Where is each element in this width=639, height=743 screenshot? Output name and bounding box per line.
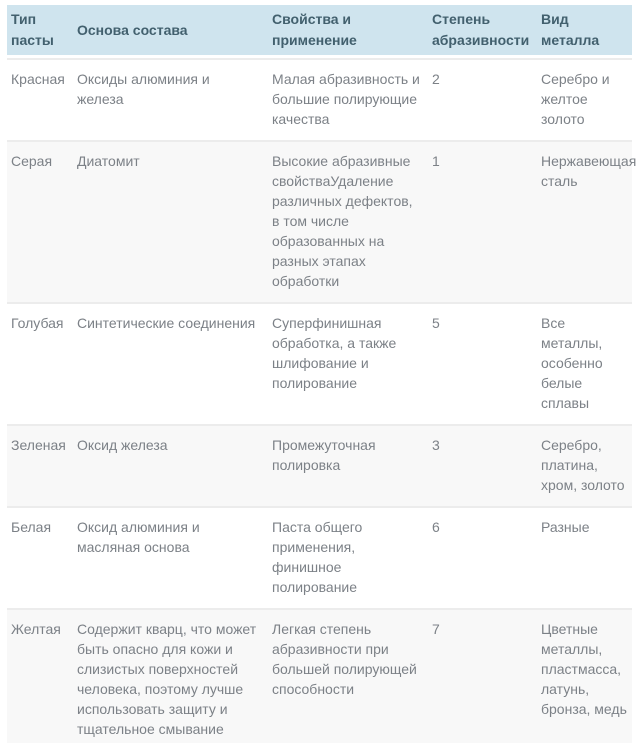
table-header: Тип пасты Основа состава Свойства и прим… bbox=[7, 5, 632, 58]
table-row: Серая Диатомит Высокие абразивные свойст… bbox=[7, 140, 636, 302]
cell-composition: Оксид алюминия и масляная основа bbox=[73, 506, 268, 608]
cell-properties: Промежуточная полировка bbox=[268, 424, 428, 506]
cell-properties: Паста общего применения, финишное полиро… bbox=[268, 506, 428, 608]
cell-paste-type: Зеленая bbox=[7, 424, 73, 506]
column-header-properties: Свойства и применение bbox=[268, 5, 428, 58]
cell-abrasiveness: 7 bbox=[428, 608, 537, 743]
cell-abrasiveness: 6 bbox=[428, 506, 537, 608]
cell-metal-type: Серебро, платина, хром, золото bbox=[537, 424, 632, 506]
cell-abrasiveness: 3 bbox=[428, 424, 537, 506]
cell-composition: Содержит кварц, что может быть опасно дл… bbox=[73, 608, 268, 743]
cell-abrasiveness: 2 bbox=[428, 58, 537, 140]
column-header-metal-type: Вид металла bbox=[537, 5, 632, 58]
cell-paste-type: Красная bbox=[7, 58, 73, 140]
polishing-pastes-table: Тип пасты Основа состава Свойства и прим… bbox=[7, 5, 636, 743]
cell-properties: Суперфинишная обработка, а также шлифова… bbox=[268, 302, 428, 424]
cell-paste-type: Желтая bbox=[7, 608, 73, 743]
table-row: Красная Оксиды алюминия и железа Малая а… bbox=[7, 58, 632, 140]
cell-paste-type: Серая bbox=[7, 140, 73, 302]
cell-metal-type: Цветные металлы, пластмасса, латунь, бро… bbox=[537, 608, 632, 743]
table-row: Голубая Синтетические соединения Суперфи… bbox=[7, 302, 632, 424]
cell-properties: Высокие абразивные свойстваУдаление разл… bbox=[268, 140, 428, 302]
cell-abrasiveness: 5 bbox=[428, 302, 537, 424]
table-body: Красная Оксиды алюминия и железа Малая а… bbox=[7, 58, 636, 743]
cell-composition: Оксид железа bbox=[73, 424, 268, 506]
table-header-row: Тип пасты Основа состава Свойства и прим… bbox=[7, 5, 632, 58]
cell-metal-type: Серебро и желтое золото bbox=[537, 58, 632, 140]
table-row: Зеленая Оксид железа Промежуточная полир… bbox=[7, 424, 632, 506]
cell-metal-type: Все металлы, особенно белые сплавы bbox=[537, 302, 632, 424]
column-header-abrasiveness: Степень абразивности bbox=[428, 5, 537, 58]
cell-paste-type: Голубая bbox=[7, 302, 73, 424]
cell-composition: Диатомит bbox=[73, 140, 268, 302]
cell-composition: Синтетические соединения bbox=[73, 302, 268, 424]
cell-metal-type: Разные bbox=[537, 506, 632, 608]
table-row: Желтая Содержит кварц, что может быть оп… bbox=[7, 608, 632, 743]
cell-properties: Малая абразивность и большие полирующие … bbox=[268, 58, 428, 140]
cell-metal-type: Нержавеющая сталь bbox=[537, 140, 636, 302]
cell-composition: Оксиды алюминия и железа bbox=[73, 58, 268, 140]
cell-properties: Легкая степень абразивности при большей … bbox=[268, 608, 428, 743]
table-row: Белая Оксид алюминия и масляная основа П… bbox=[7, 506, 632, 608]
column-header-paste-type: Тип пасты bbox=[7, 5, 73, 58]
cell-paste-type: Белая bbox=[7, 506, 73, 608]
column-header-composition: Основа состава bbox=[73, 5, 268, 58]
cell-abrasiveness: 1 bbox=[428, 140, 537, 302]
